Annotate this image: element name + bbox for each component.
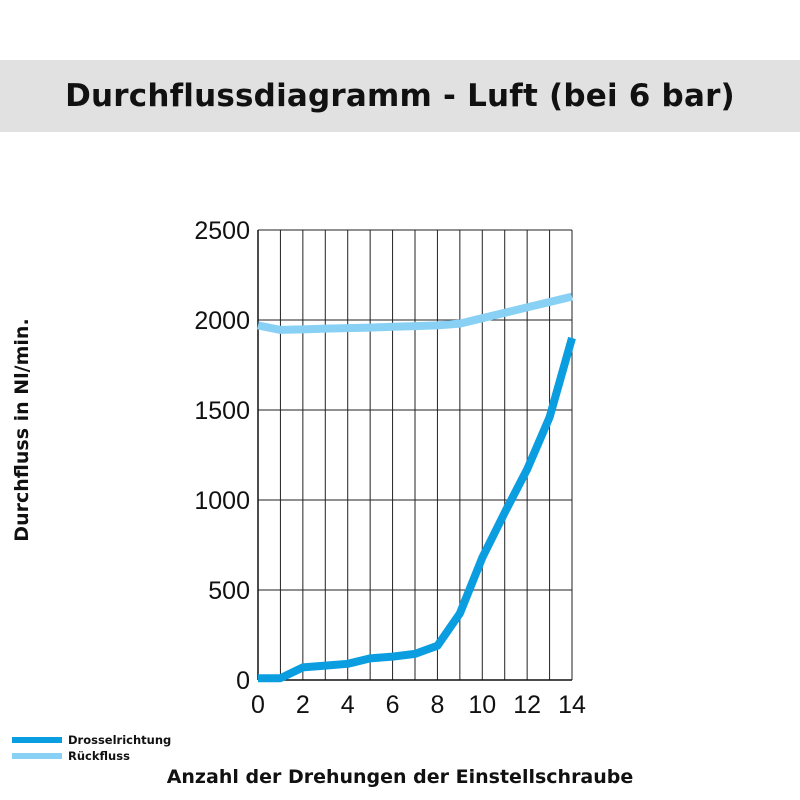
legend-item-rueckfluss: Rückfluss: [12, 748, 171, 764]
legend-label-rueckfluss: Rückfluss: [68, 749, 130, 763]
x-tick-label: 12: [513, 691, 541, 719]
x-tick-label: 10: [468, 691, 496, 719]
x-tick-label: 0: [251, 691, 265, 719]
legend-label-drosselrichtung: Drosselrichtung: [68, 733, 172, 747]
x-tick-label: 2: [296, 691, 310, 719]
y-tick-label: 1500: [194, 397, 250, 425]
legend: Drosselrichtung Rückfluss: [12, 732, 171, 764]
legend-swatch-drosselrichtung: [12, 737, 62, 743]
x-tick-label: 8: [430, 691, 444, 719]
y-tick-label: 2000: [194, 307, 250, 335]
y-tick-label: 0: [236, 667, 250, 695]
x-tick-label: 14: [558, 691, 586, 719]
y-axis-label: Durchfluss in Nl/min.: [11, 318, 33, 542]
legend-swatch-rueckfluss: [12, 753, 62, 759]
x-tick-label: 6: [386, 691, 400, 719]
x-tick-label: 4: [341, 691, 355, 719]
series-line-drosselrichtung: [258, 336, 576, 683]
x-axis-label: Anzahl der Drehungen der Einstellschraub…: [166, 766, 634, 788]
legend-item-drosselrichtung: Drosselrichtung: [12, 732, 171, 748]
title-bar: Durchflussdiagramm - Luft (bei 6 bar): [0, 60, 800, 132]
chart-title: Durchflussdiagramm - Luft (bei 6 bar): [65, 78, 735, 114]
series-line-rckfluss: [257, 292, 573, 334]
y-tick-label: 1000: [194, 487, 250, 515]
y-tick-label: 500: [208, 577, 250, 605]
y-tick-label: 2500: [194, 217, 250, 245]
